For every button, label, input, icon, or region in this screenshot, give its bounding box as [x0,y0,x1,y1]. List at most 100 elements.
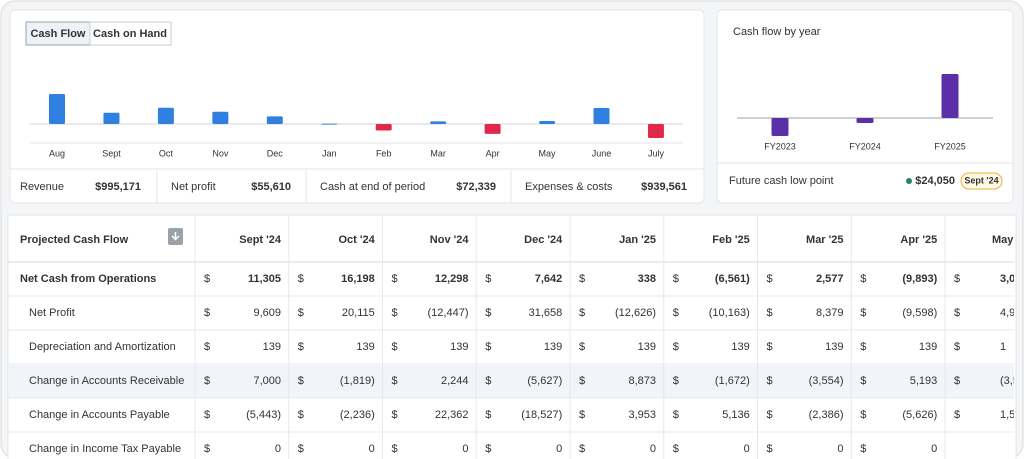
stat-value: $72,339 [456,181,496,193]
cell-value: (10,163) [709,307,750,319]
cell-value: 7,000 [253,375,281,387]
row-label: Depreciation and Amortization [29,341,176,353]
cell-value: 8,379 [816,307,844,319]
stat-label: Revenue [20,181,64,193]
cell-value: 3,0 [1000,273,1015,285]
currency: $ [673,341,679,353]
row-label: Net Cash from Operations [20,273,156,285]
bar [375,124,392,131]
table-card [7,214,1017,459]
currency: $ [954,341,960,353]
stat-value: $995,171 [95,181,141,193]
column-header: Sept '24 [239,234,282,246]
cell-value: 5,193 [910,375,938,387]
currency: $ [579,443,585,455]
table: Net Cash from Operations $11,305 $16,198 $1… [8,215,1015,459]
stat-value: $55,610 [251,181,291,193]
cell-value: 8,873 [628,375,656,387]
column-header: Oct '24 [339,234,376,246]
icon-arrow[interactable] [171,232,180,241]
currency: $ [392,307,398,319]
currency: $ [673,409,679,421]
stat-value: $939,561 [641,181,687,193]
cell-value: 9,609 [253,307,281,319]
cell-value: 22,362 [435,409,469,421]
cell-value: 2,244 [441,375,469,387]
x-tick-label: Apr [486,148,500,158]
cell-value: 20,115 [342,307,375,319]
tab-label[interactable]: Cash Flow [30,28,85,40]
cell-value: 31,658 [529,307,563,319]
cell-value: (2,236) [340,409,375,421]
tab-label[interactable]: Cash on Hand [93,28,167,40]
column-header: Mar '25 [806,234,843,246]
cell-value: 0 [556,443,562,455]
cell-value: (9,598) [902,307,937,319]
currency: $ [298,409,304,421]
cell-value: 16,198 [341,273,375,285]
currency: $ [767,307,773,319]
row-label: Change in Accounts Receivable [29,375,184,387]
currency: $ [485,341,491,353]
bar [49,94,65,124]
currency: $ [204,443,210,455]
currency: $ [392,375,398,387]
currency: $ [860,307,866,319]
bar [484,124,501,134]
tab[interactable] [89,21,172,46]
cell-value: (12,626) [615,307,656,319]
bar [539,121,556,124]
cell-value: (3,554) [809,375,844,387]
currency: $ [860,273,866,285]
currency: $ [954,409,960,421]
bar [321,123,338,125]
cell-value: (5,626) [902,409,937,421]
currency: $ [673,375,679,387]
currency: $ [579,273,585,285]
cell-value: 4,9 [1000,307,1015,319]
cell-value: 139 [731,341,749,353]
cell-value: (5,627) [527,375,562,387]
bar [647,124,664,138]
cell-value: 2,577 [816,273,844,285]
x-tick-label: FY2025 [934,141,966,151]
currency: $ [485,307,491,319]
chart-title: Cash flow by year [733,26,821,38]
row-label: Change in Income Tax Payable [29,443,181,455]
currency: $ [485,375,491,387]
bar [856,118,874,123]
x-tick-label: Nov [212,148,229,158]
x-tick-label: Jan [322,148,337,158]
cell-value: 0 [650,443,656,455]
x-tick-label: May [539,148,557,158]
currency: $ [579,307,585,319]
cash-flow-card [9,9,705,204]
cell-value: 1,5 [1000,409,1015,421]
table-title: Projected Cash Flow [20,234,129,246]
download-icon[interactable] [168,228,183,245]
x-tick-label: Mar [430,148,446,158]
currency: $ [392,341,398,353]
currency: $ [673,443,679,455]
currency: $ [767,443,773,455]
currency: $ [579,409,585,421]
currency: $ [767,409,773,421]
x-tick-label: FY2024 [849,141,881,151]
bar [771,118,789,136]
x-tick-label: Feb [376,148,392,158]
cell-value: 139 [544,341,562,353]
cell-value: (6,561) [715,273,750,285]
low-point-value: $24,050 [915,175,955,187]
cell-value: 1 [1000,341,1006,353]
cell-value: 0 [837,443,843,455]
cell-value: 139 [825,341,843,353]
bar [157,107,174,124]
currency: $ [767,375,773,387]
column-header: Apr '25 [900,234,937,246]
currency: $ [860,341,866,353]
currency: $ [204,375,210,387]
currency: $ [298,375,304,387]
currency: $ [954,273,960,285]
currency: $ [860,375,866,387]
